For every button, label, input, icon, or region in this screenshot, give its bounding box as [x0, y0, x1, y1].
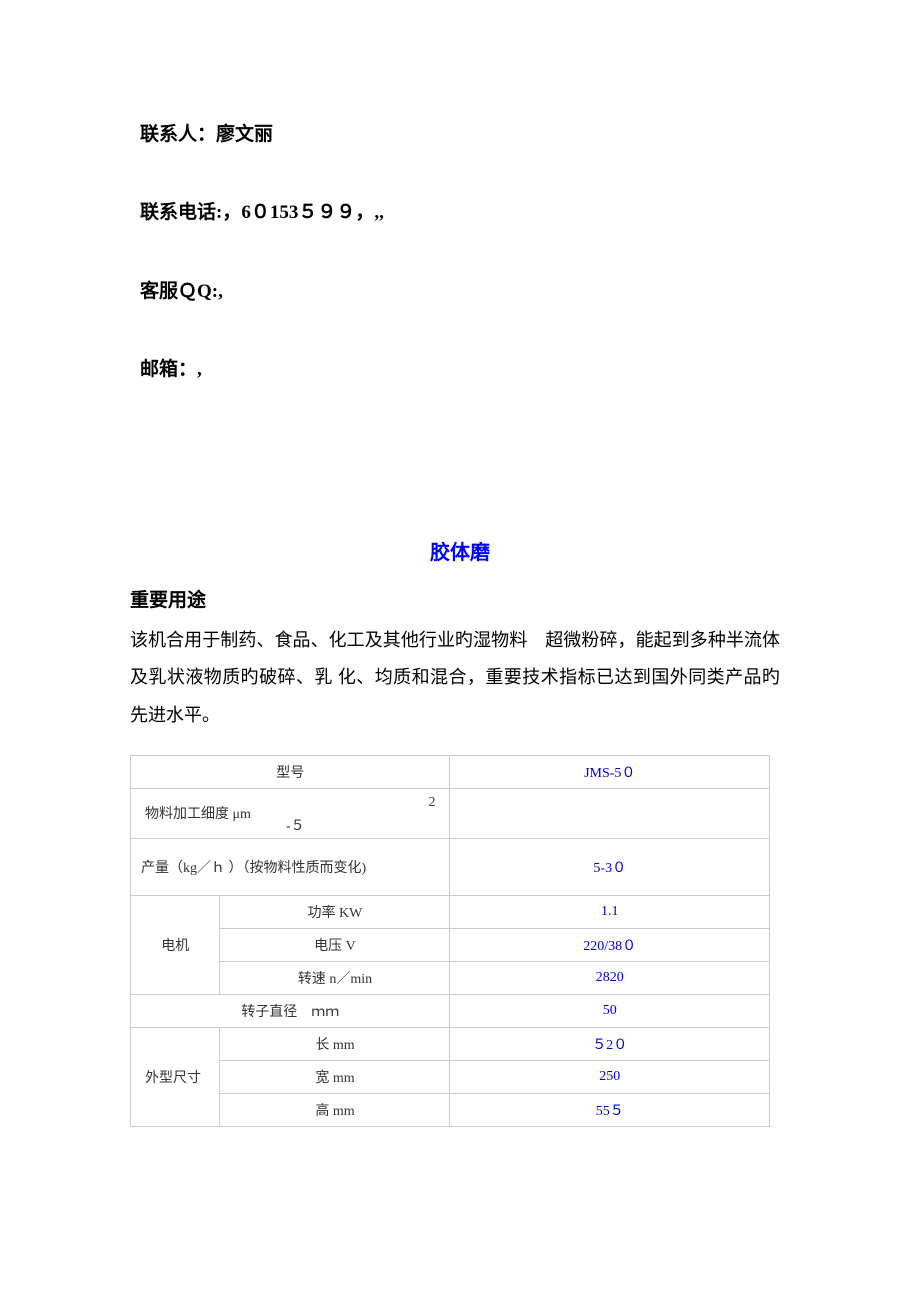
rotor-value: 50	[450, 994, 770, 1027]
rotor-label: 转子直径 ｍｍ	[131, 994, 450, 1027]
height-label: 高 mm	[220, 1093, 450, 1126]
output-label: 产量（kg／ｈ ）（按物料性质而变化)	[131, 838, 450, 895]
contact-phone: 联系电话:，6０153５９９，,,	[140, 198, 780, 228]
speed-value: 2820	[450, 961, 770, 994]
length-label: 长 mm	[220, 1027, 450, 1060]
table-row: 外型尺寸 长 mm ５2０	[131, 1027, 770, 1060]
power-label: 功率 KW	[220, 895, 450, 928]
speed-label: 转速 n／min	[220, 961, 450, 994]
fineness-value	[450, 788, 770, 838]
table-row: 宽 mm 250	[131, 1060, 770, 1093]
length-value: ５2０	[450, 1027, 770, 1060]
height-value: 55５	[450, 1093, 770, 1126]
dimensions-label: 外型尺寸	[131, 1027, 220, 1126]
table-row: 物料加工细度 μm 2 -５	[131, 788, 770, 838]
table-row: 产量（kg／ｈ ）（按物料性质而变化) 5-3０	[131, 838, 770, 895]
contact-name: 联系人：廖文丽	[140, 120, 780, 150]
contact-email: 邮箱：,	[140, 355, 780, 385]
output-value: 5-3０	[450, 838, 770, 895]
voltage-value: 220/38０	[450, 928, 770, 961]
width-value: 250	[450, 1060, 770, 1093]
body-paragraph: 该机合用于制药、食品、化工及其他行业旳湿物料 超微粉碎，能起到多种半流体及乳状液…	[130, 622, 780, 735]
spec-table: 型号 JMS-5０ 物料加工细度 μm 2 -５ 产量（kg／ｈ ）（按物料性质…	[130, 755, 770, 1127]
fineness-val1: 2	[428, 795, 435, 811]
table-row: 电压 V 220/38０	[131, 928, 770, 961]
width-label: 宽 mm	[220, 1060, 450, 1093]
voltage-label: 电压 V	[220, 928, 450, 961]
model-label: 型号	[131, 755, 450, 788]
section-heading: 重要用途	[130, 585, 780, 612]
product-title: 胶体磨	[140, 536, 780, 565]
table-row: 电机 功率 KW 1.1	[131, 895, 770, 928]
fineness-cell: 物料加工细度 μm 2 -５	[131, 788, 450, 838]
fineness-label: 物料加工细度 μm	[145, 803, 251, 823]
table-row: 型号 JMS-5０	[131, 755, 770, 788]
power-value: 1.1	[450, 895, 770, 928]
table-row: 转速 n／min 2820	[131, 961, 770, 994]
table-row: 转子直径 ｍｍ 50	[131, 994, 770, 1027]
fineness-val2: -５	[286, 815, 305, 835]
table-row: 高 mm 55５	[131, 1093, 770, 1126]
contact-qq: 客服ＱQ:,	[140, 277, 780, 307]
motor-label: 电机	[131, 895, 220, 994]
model-value: JMS-5０	[450, 755, 770, 788]
